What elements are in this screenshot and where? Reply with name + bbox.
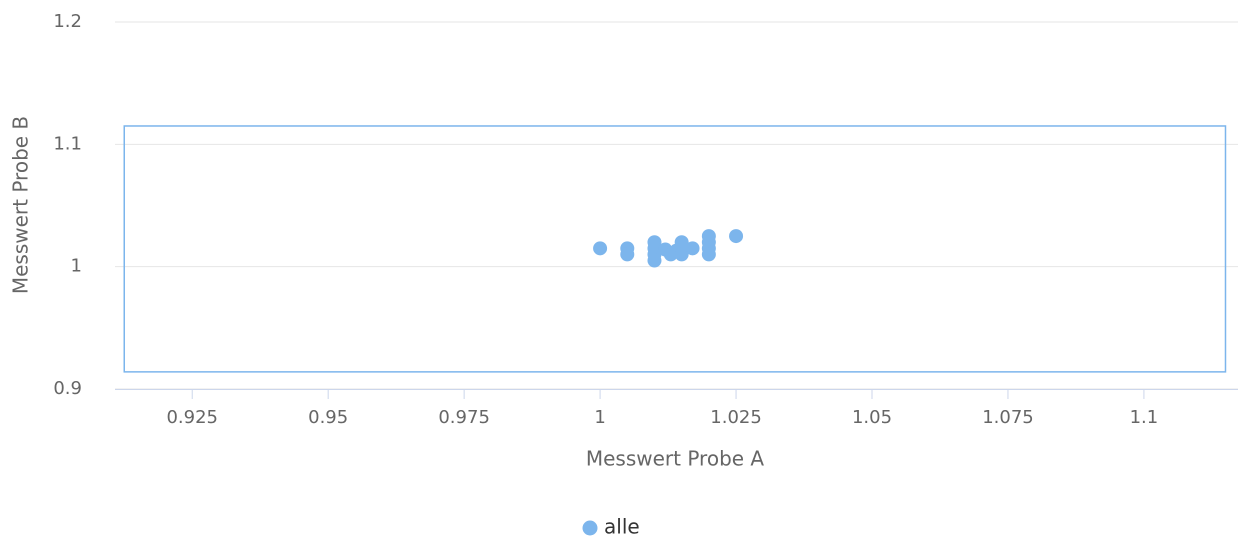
point (674, 247, 689, 262)
y-tick-label: 0.9 (53, 378, 82, 399)
legend-label: alle (604, 515, 640, 539)
x-tick-label: 1 (594, 407, 605, 428)
x-tick-label: 1.025 (710, 407, 762, 428)
y-tick-label: 1.2 (53, 11, 82, 32)
x-tick-label: 1.1 (1130, 407, 1159, 428)
x-tick-label: 0.975 (438, 407, 490, 428)
x-axis-title: Messwert Probe A (586, 447, 765, 471)
point (685, 241, 700, 256)
legend-marker (582, 520, 598, 536)
x-tick-label: 0.95 (308, 407, 348, 428)
box (123, 125, 1227, 373)
x-tick-label: 1.075 (982, 407, 1034, 428)
y-tick-label: 1.1 (53, 133, 82, 154)
x-tick-label: 1.05 (852, 407, 892, 428)
point (729, 229, 744, 244)
point (620, 247, 635, 262)
point (701, 247, 716, 262)
point (593, 241, 608, 256)
x-tick-label: 0.925 (166, 407, 218, 428)
point (647, 253, 662, 268)
y-axis-title: Messwert Probe B (9, 116, 33, 294)
y-tick-label: 1 (71, 256, 82, 277)
